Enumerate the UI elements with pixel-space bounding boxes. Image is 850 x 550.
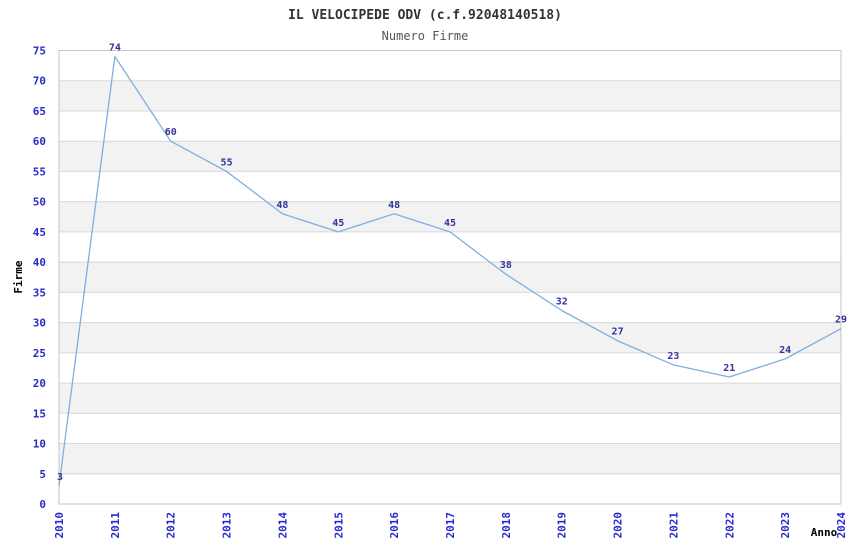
x-tick-label: 2016	[388, 512, 401, 539]
y-tick-label: 55	[33, 165, 46, 178]
plot-band	[59, 322, 841, 353]
point-label: 23	[667, 351, 679, 362]
y-tick-label: 35	[33, 286, 46, 299]
plot-band	[59, 383, 841, 414]
plot-band	[59, 50, 841, 81]
x-tick-label: 2022	[723, 512, 736, 539]
plot-border	[58, 50, 842, 505]
point-label: 27	[612, 327, 624, 338]
y-tick-label: 0	[39, 498, 46, 511]
y-tick-label: 30	[33, 317, 46, 330]
plot-band	[59, 473, 841, 504]
y-tick-label: 10	[33, 438, 46, 451]
plot-band	[59, 201, 841, 232]
plot-band	[59, 292, 841, 323]
point-label: 38	[500, 260, 512, 271]
x-tick-label: 2023	[779, 512, 792, 539]
y-tick-label: 25	[33, 347, 46, 360]
point-label: 21	[723, 363, 735, 374]
plot-band	[59, 413, 841, 444]
plot-band	[59, 231, 841, 263]
plot-band	[59, 262, 841, 293]
y-tick-label: 75	[33, 45, 46, 58]
x-tick-label: 2012	[165, 512, 178, 539]
plot-area: 0 5 10 15 20 25 30 35 40 45 50 55 60 65 70 75 2010 2011 20…	[33, 43, 848, 539]
chart-title: IL VELOCIPEDE ODV (c.f.92048140518)	[288, 8, 562, 23]
x-tick-label: 2014	[276, 512, 289, 539]
point-label: 3	[57, 472, 63, 483]
y-tick-label: 50	[33, 196, 46, 209]
x-tick-label: 2018	[500, 512, 513, 539]
y-tick-label: 65	[33, 105, 46, 118]
point-label: 55	[221, 157, 233, 168]
x-tick-label: 2021	[667, 512, 680, 539]
x-tick-label: 2013	[221, 512, 234, 539]
y-tick-label: 40	[33, 256, 46, 269]
x-tick-label: 2024	[835, 512, 848, 539]
point-label: 45	[444, 218, 456, 229]
plot-band	[59, 352, 841, 384]
x-tick-label: 2011	[109, 512, 122, 539]
point-label: 45	[332, 218, 344, 229]
x-axis-title: Anno	[811, 526, 838, 539]
plot-band	[59, 110, 841, 142]
data-line	[58, 55, 842, 486]
x-tick-label: 2017	[444, 512, 457, 539]
x-tick-label: 2010	[53, 512, 66, 539]
y-tick-label: 15	[33, 407, 46, 420]
point-label: 32	[556, 297, 568, 308]
plot-band	[59, 141, 841, 172]
x-tick-label: 2019	[556, 512, 569, 539]
y-tick-label: 70	[33, 75, 46, 88]
chart-subtitle: Numero Firme	[382, 29, 469, 43]
y-axis-title: Firme	[12, 260, 25, 293]
point-label: 29	[835, 315, 847, 326]
point-label: 24	[779, 345, 791, 356]
y-tick-label: 45	[33, 226, 46, 239]
point-label: 48	[276, 200, 288, 211]
point-label: 48	[388, 200, 400, 211]
plot-band	[59, 171, 841, 202]
x-tick-label: 2015	[332, 512, 345, 539]
y-tick-label: 5	[39, 468, 46, 481]
x-tick-label: 2020	[612, 512, 625, 539]
plot-band	[59, 80, 841, 111]
plot-band	[59, 443, 841, 474]
point-label: 74	[109, 43, 121, 54]
y-tick-label: 60	[33, 135, 46, 148]
y-tick-label: 20	[33, 377, 46, 390]
point-label: 60	[165, 127, 177, 138]
